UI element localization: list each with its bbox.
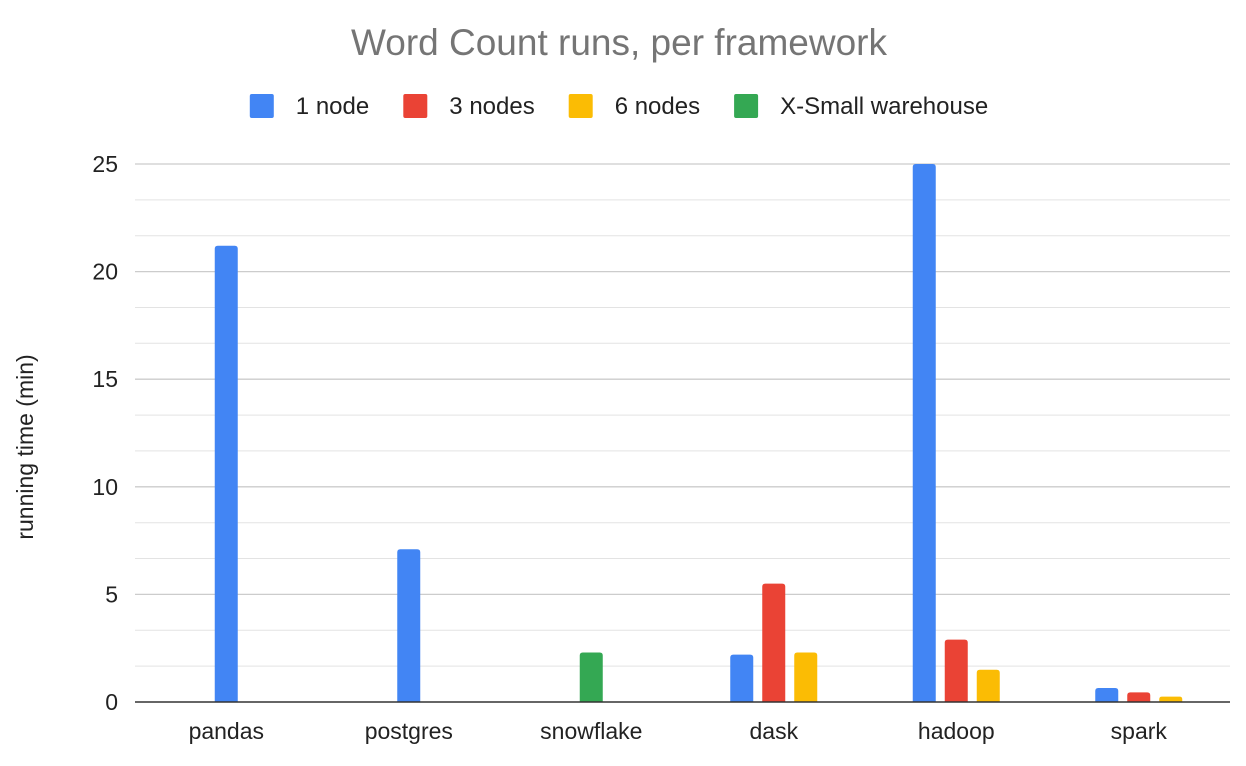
y-tick-label: 20 bbox=[92, 259, 118, 285]
legend-item: 6 nodes bbox=[568, 93, 700, 120]
legend-label: 1 node bbox=[296, 93, 369, 120]
bar-hadoop-6-nodes bbox=[976, 669, 1000, 702]
bar-spark-1-node bbox=[1095, 688, 1119, 702]
legend-swatch bbox=[734, 94, 759, 118]
y-axis-label: running time (min) bbox=[12, 354, 38, 539]
bar-spark-6-nodes bbox=[1159, 696, 1183, 702]
x-category-label: dask bbox=[750, 718, 799, 744]
legend-label: X-Small warehouse bbox=[780, 93, 988, 120]
x-category-label: hadoop bbox=[918, 718, 995, 744]
y-tick-label: 25 bbox=[92, 151, 118, 177]
bars bbox=[214, 164, 1183, 702]
gridlines bbox=[135, 163, 1230, 667]
bar-hadoop-1-node bbox=[912, 164, 936, 702]
bar-spark-3-nodes bbox=[1127, 692, 1151, 702]
legend-swatch bbox=[403, 94, 428, 118]
y-axis-ticks: 0 5 10 15 20 25 bbox=[92, 151, 118, 715]
bar-postgres-1-node bbox=[397, 549, 421, 702]
legend-item: 3 nodes bbox=[403, 93, 535, 120]
bar-dask-6-nodes bbox=[794, 652, 818, 702]
legend-item: X-Small warehouse bbox=[734, 93, 988, 120]
legend-swatch bbox=[249, 94, 274, 118]
bar-snowflake-x-small-warehouse bbox=[579, 652, 603, 702]
bar-pandas-1-node bbox=[214, 245, 238, 702]
y-tick-label: 5 bbox=[105, 581, 118, 607]
y-tick-label: 0 bbox=[105, 689, 118, 715]
y-tick-label: 10 bbox=[92, 474, 118, 500]
legend-label: 3 nodes bbox=[449, 93, 534, 120]
x-category-label: spark bbox=[1111, 718, 1168, 744]
bar-dask-3-nodes bbox=[762, 583, 786, 702]
x-category-label: snowflake bbox=[540, 718, 642, 744]
x-category-label: pandas bbox=[189, 718, 264, 744]
x-category-label: postgres bbox=[365, 718, 453, 744]
legend-item: 1 node bbox=[249, 93, 369, 120]
chart-title: Word Count runs, per framework bbox=[351, 22, 888, 63]
y-tick-label: 15 bbox=[92, 366, 118, 392]
bar-hadoop-3-nodes bbox=[944, 639, 968, 702]
legend: 1 node 3 nodes 6 nodes X-Small warehouse bbox=[249, 93, 988, 120]
bar-dask-1-node bbox=[730, 654, 754, 702]
legend-label: 6 nodes bbox=[615, 93, 700, 120]
legend-swatch bbox=[568, 94, 593, 118]
x-axis-categories: pandas postgres snowflake dask hadoop spark bbox=[189, 718, 1168, 744]
